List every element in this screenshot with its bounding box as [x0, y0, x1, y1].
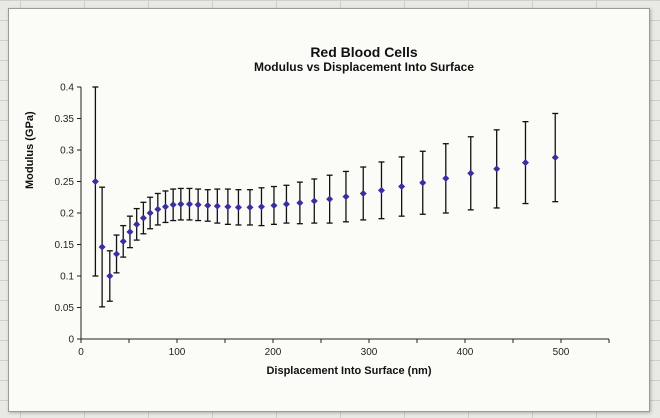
- data-point: [493, 165, 501, 173]
- x-tick-label: 100: [169, 347, 186, 358]
- data-point: [161, 203, 169, 211]
- data-point: [377, 186, 385, 194]
- data-point: [419, 179, 427, 187]
- data-point: [398, 183, 406, 191]
- data-point: [106, 272, 114, 280]
- plot-svg: 0 0.05 0.1 0.15 0.2 0.25 0.3 0.35 0.4 0 100 200 300 4…: [55, 83, 610, 358]
- x-tick-label: 500: [553, 347, 570, 358]
- y-tick-label: 0.15: [55, 240, 75, 251]
- data-point: [119, 237, 127, 245]
- chart-area: 0 0.05 0.1 0.15 0.2 0.25 0.3 0.35 0.4 0 100 200 300 4…: [9, 9, 649, 411]
- data-point: [113, 250, 121, 258]
- y-tick-label: 0.4: [60, 83, 74, 94]
- data-point: [204, 201, 212, 209]
- x-tick-label: 400: [457, 347, 474, 358]
- x-axis-title: Displacement Into Surface (nm): [266, 365, 432, 377]
- data-point: [342, 193, 350, 201]
- data-point: [126, 228, 134, 236]
- data-point: [246, 203, 254, 211]
- data-point: [98, 243, 106, 251]
- data-point: [467, 169, 475, 177]
- x-tick-label: 300: [361, 347, 378, 358]
- data-point: [185, 200, 193, 208]
- y-tick-label: 0.05: [55, 303, 75, 314]
- data-point: [257, 203, 265, 211]
- x-tick-label: 0: [78, 347, 84, 358]
- data-point: [296, 199, 304, 207]
- x-tick-label: 200: [265, 347, 282, 358]
- y-tick-label: 0.2: [60, 209, 74, 220]
- data-point: [359, 189, 367, 197]
- data-point: [326, 195, 334, 203]
- chart-subtitle: Modulus vs Displacement Into Surface: [253, 60, 475, 74]
- data-point: [521, 159, 529, 167]
- y-tick-label: 0: [68, 335, 74, 346]
- y-tick-label: 0.3: [60, 146, 74, 157]
- chart-object[interactable]: 0 0.05 0.1 0.15 0.2 0.25 0.3 0.35 0.4 0 100 200 300 4…: [8, 8, 650, 412]
- data-point: [310, 197, 318, 205]
- data-point: [139, 214, 147, 222]
- data-point: [133, 220, 141, 228]
- y-tick-label: 0.35: [55, 114, 75, 125]
- y-tick-label: 0.1: [60, 272, 74, 283]
- data-point: [213, 202, 221, 210]
- data-point: [146, 209, 154, 217]
- data-point: [551, 154, 559, 162]
- data-point: [224, 203, 232, 211]
- chart-title: Red Blood Cells: [310, 44, 418, 60]
- y-tick-label: 0.25: [55, 177, 75, 188]
- data-point: [442, 174, 450, 182]
- y-axis-title: Modulus (GPa): [24, 111, 36, 189]
- data-point: [154, 205, 162, 213]
- data-point: [169, 201, 177, 209]
- data-point: [282, 200, 290, 208]
- data-point: [234, 203, 242, 211]
- data-point: [91, 178, 99, 185]
- data-point: [177, 200, 185, 208]
- data-point: [270, 201, 278, 209]
- data-point: [194, 201, 202, 209]
